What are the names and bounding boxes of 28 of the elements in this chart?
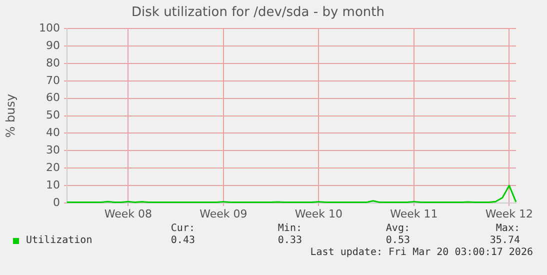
text: 0.53: [386, 235, 410, 246]
x-tick-label: Week 08: [104, 207, 152, 220]
x-tick-label: Week 10: [294, 207, 343, 220]
text: Avg:: [386, 223, 410, 234]
text: 0.43: [170, 235, 195, 246]
text: 35.74: [490, 235, 520, 246]
y-tick-label: 70: [46, 74, 60, 87]
legend-label: Utilization: [26, 235, 92, 246]
y-axis-title: % busy: [3, 94, 18, 138]
y-tick-label: 50: [46, 108, 60, 122]
x-tick-label: Week 12: [485, 207, 534, 220]
x-tick-label: Week 11: [390, 207, 438, 220]
text: Last update: Fri Mar 20 03:00:17 2026: [310, 247, 533, 258]
y-tick-label: 30: [46, 144, 60, 157]
y-tick-label: 40: [46, 126, 60, 140]
y-tick-label: 10: [46, 178, 60, 192]
y-tick-label: 90: [46, 38, 60, 52]
text: 0.33: [278, 235, 302, 246]
y-tick-label: 20: [46, 160, 60, 174]
y-tick-label: 80: [46, 56, 60, 70]
chart-title: Disk utilization for /dev/sda - by month: [132, 5, 384, 20]
text: Min:: [278, 223, 302, 234]
text: Cur:: [170, 223, 195, 234]
y-tick-label: 100: [39, 21, 60, 34]
text: Max:: [496, 223, 520, 234]
y-tick-label: 60: [46, 91, 60, 104]
x-tick-label: Week 09: [200, 207, 248, 220]
y-tick-label: 0: [53, 196, 60, 209]
